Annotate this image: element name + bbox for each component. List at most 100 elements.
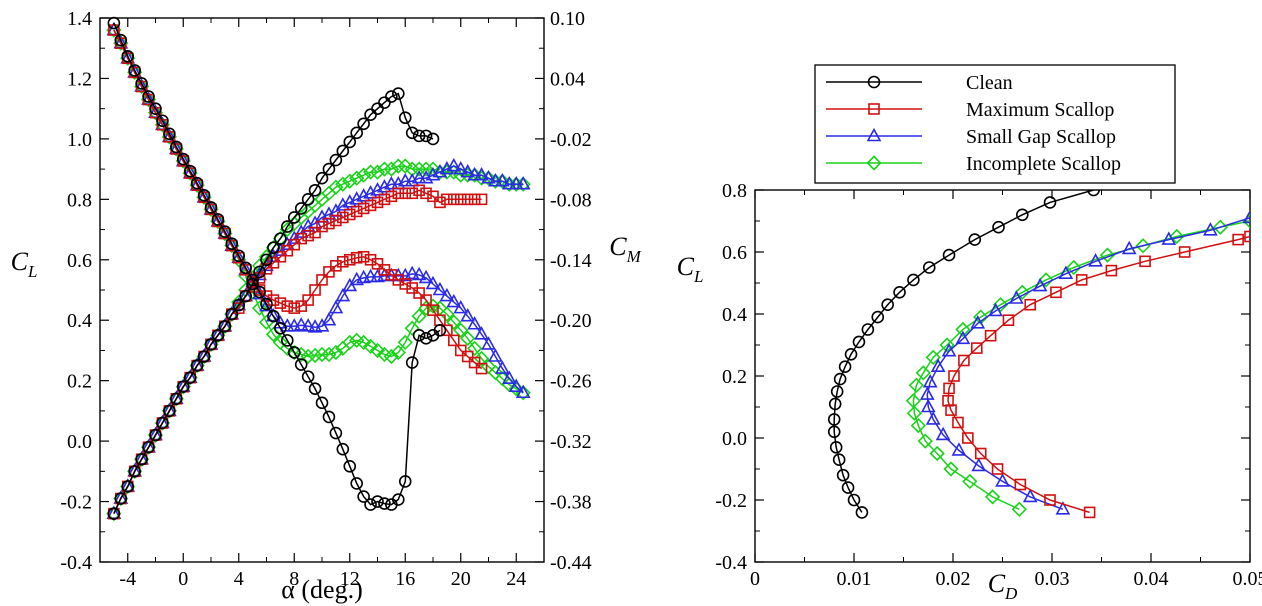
drag-polar-small-gap-scallop-point (1022, 488, 1038, 503)
cl-clean-point (350, 126, 363, 140)
cm-clean-point (433, 323, 447, 337)
drag-polar-maximum-scallop-point (942, 394, 954, 407)
drag-polar-clean-point (968, 233, 982, 246)
cm-maximum-scallop-point (281, 300, 294, 312)
cm-maximum-scallop-point (302, 294, 314, 306)
cl-clean-point (107, 507, 121, 520)
cm-clean-point (197, 189, 211, 202)
cm-clean-point (357, 490, 370, 503)
cm-small-gap-scallop-point (501, 370, 517, 384)
drag-polar-clean-point (855, 506, 869, 519)
drag-polar-maximum-scallop-point (943, 382, 955, 395)
cl-clean-point (301, 193, 315, 206)
drag-polar-small-gap-scallop-point (1121, 240, 1137, 255)
drag-polar-incomplete-scallop-point (962, 473, 978, 490)
cl-clean-point (121, 480, 135, 493)
cm-clean-point (114, 33, 128, 47)
right-y-tick-label: 0.4 (722, 304, 747, 326)
drag-polar-clean-point (942, 248, 956, 262)
cm-clean-point (398, 475, 412, 488)
cl-small-gap-scallop-point (453, 160, 469, 175)
drag-polar-small-gap-scallop-point (941, 343, 957, 357)
drag-polar-small-gap-scallop-point (925, 411, 941, 425)
cm-maximum-scallop-point (323, 266, 335, 278)
cm-clean-point (260, 297, 273, 311)
cl-maximum-scallop-point (281, 244, 294, 257)
cm-clean-point (190, 176, 204, 190)
cl-maximum-scallop-point (323, 217, 335, 230)
drag-polar-small-gap-scallop-point (1203, 222, 1218, 236)
right-axis-tick-label: 0.10 (550, 8, 585, 30)
cm-incomplete-scallop-point (328, 344, 344, 361)
drag-polar-maximum-scallop-point (1050, 286, 1062, 299)
cl-maximum-scallop-point (448, 193, 460, 206)
cm-incomplete-scallop-point (362, 338, 379, 355)
drag-polar-incomplete-scallop-point (906, 405, 923, 421)
cm-clean-point (232, 249, 246, 263)
cl-incomplete-scallop-point (335, 176, 351, 192)
cl-maximum-scallop-point (454, 193, 467, 206)
right-y-tick-label: 0.0 (722, 428, 747, 450)
cm-small-gap-scallop-point (300, 318, 316, 332)
cm-incomplete-scallop-point (265, 326, 282, 342)
right-axis-tick-label: -0.26 (550, 371, 592, 393)
drag-polar-incomplete-scallop-point (905, 393, 922, 409)
right-x-axis-label: CD (988, 569, 1018, 603)
cl-incomplete-scallop-point (376, 161, 393, 177)
cm-small-gap-scallop-point (404, 265, 420, 280)
cl-clean-point (246, 277, 259, 291)
drag-polar-maximum-scallop-point (1044, 494, 1056, 506)
cl-incomplete-scallop-point (349, 170, 365, 186)
drag-polar-incomplete-scallop-point (917, 433, 933, 449)
drag-polar-incomplete-scallop-point (1011, 501, 1027, 517)
drag-polar-clean-point (922, 261, 936, 274)
right-x-tick-label: 0.03 (1035, 568, 1070, 590)
cm-incomplete-scallop-point (279, 340, 295, 357)
cl-maximum-scallop-point (309, 226, 321, 239)
cm-small-gap-scallop-point (293, 317, 309, 331)
cm-maximum-scallop-point (427, 304, 439, 316)
cl-maximum-scallop-point (413, 184, 425, 197)
cm-small-gap-scallop-point (411, 266, 427, 281)
drag-polar-clean-point (1043, 196, 1057, 209)
drag-polar-clean-point (907, 273, 920, 287)
cl-maximum-scallop-point (434, 196, 446, 209)
legend-marker-maximum-scallop (868, 103, 880, 115)
drag-polar-incomplete-scallop-point (1135, 238, 1151, 254)
cl-clean-point (149, 428, 162, 442)
cl-clean-point (260, 253, 273, 267)
cm-incomplete-scallop-point (314, 346, 330, 363)
cm-maximum-scallop-point (461, 350, 474, 363)
right-plot-frame (754, 189, 1251, 563)
cl-maximum-scallop-point (295, 232, 307, 245)
cl-incomplete-scallop-point (369, 164, 386, 180)
cl-clean-point (170, 392, 183, 406)
cm-maximum-scallop-point (420, 294, 432, 306)
cm-small-gap-scallop-point (467, 316, 482, 330)
cl-small-gap-scallop-point (411, 170, 427, 184)
drag-polar-small-gap-scallop-point (935, 426, 951, 441)
cl-maximum-scallop-point (371, 196, 384, 209)
cl-clean-point (281, 220, 294, 233)
cm-clean-point (128, 64, 141, 77)
cm-clean-point (218, 225, 232, 238)
left-x-tick-label: 0 (178, 568, 188, 590)
right-axis-tick-label: -0.02 (550, 129, 592, 151)
drag-polar-small-gap-scallop-point (988, 302, 1003, 317)
right-y-tick-label: -0.2 (715, 490, 747, 512)
cl-small-gap-scallop-point (467, 166, 482, 181)
drag-polar-maximum-scallop-point (952, 416, 964, 429)
cm-maximum-scallop-point (337, 255, 349, 268)
cl-clean-point (343, 135, 357, 149)
cm-small-gap-scallop-point (266, 308, 281, 322)
cm-small-gap-scallop-point (425, 275, 441, 290)
cl-clean-point (274, 232, 287, 245)
cl-clean-point (114, 492, 128, 505)
cl-incomplete-scallop-point (411, 161, 427, 177)
cl-maximum-scallop-point (441, 193, 453, 206)
cm-incomplete-scallop-point (397, 334, 413, 351)
cl-clean-point (419, 129, 433, 143)
cl-clean-point (392, 87, 405, 100)
right-chart-cl-vs-cd: 0 0.01 0.02 0.03 0.04 0.05 -0.4 -0.2 0.0 0.2 0.4 0.… (677, 180, 1262, 603)
cl-incomplete-scallop-point (397, 158, 413, 174)
